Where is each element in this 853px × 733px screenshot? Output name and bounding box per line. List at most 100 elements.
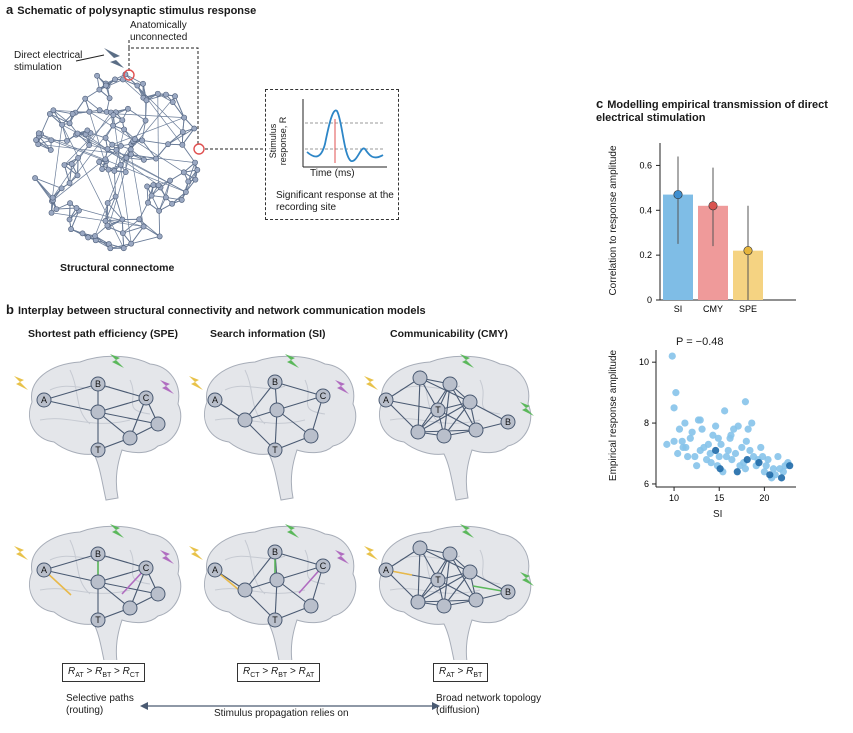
inset-note: Significant response at the recording si… bbox=[276, 190, 394, 213]
svg-text:B: B bbox=[95, 549, 101, 559]
svg-text:T: T bbox=[435, 405, 441, 415]
scatter-point bbox=[741, 465, 750, 473]
scatter-plot: 10 15 20 6 8 10 bbox=[639, 350, 796, 503]
scatter-point bbox=[691, 452, 699, 461]
svg-text:T: T bbox=[95, 615, 101, 625]
panel-a-title: a Schematic of polysynaptic stimulus resp… bbox=[6, 2, 257, 17]
svg-text:B: B bbox=[95, 379, 101, 389]
svg-text:T: T bbox=[272, 615, 278, 625]
scatter-point bbox=[766, 471, 774, 479]
bar-ylabel: Correlation to response amplitude bbox=[608, 145, 619, 296]
scatter-point bbox=[698, 425, 706, 433]
scatter-point bbox=[675, 425, 684, 433]
scatter-point bbox=[786, 462, 794, 470]
scatter-point bbox=[678, 437, 686, 445]
scatter-point bbox=[728, 456, 736, 464]
svg-text:A: A bbox=[212, 565, 218, 575]
svg-text:C: C bbox=[320, 561, 327, 571]
bar-ytick-0: 0 bbox=[647, 295, 652, 305]
connectome-caption: Structural connectome bbox=[60, 262, 175, 274]
routing-label: Selective paths (routing) bbox=[66, 693, 134, 716]
connectome-diagram bbox=[32, 40, 265, 252]
scatter-point bbox=[663, 440, 671, 448]
scatter-ytick-0: 6 bbox=[644, 479, 649, 489]
scatter-point bbox=[769, 465, 778, 473]
panel-c-title: c Modelling empirical transmission of dir… bbox=[596, 96, 828, 124]
scatter-point bbox=[762, 462, 770, 470]
scatter-point bbox=[764, 456, 772, 464]
svg-text:A: A bbox=[383, 565, 389, 575]
scatter-xtick-0: 10 bbox=[669, 493, 679, 503]
propagation-label: Stimulus propagation relies on bbox=[214, 708, 349, 719]
scatter-point bbox=[670, 437, 678, 445]
panel-c-letter: c bbox=[596, 96, 604, 111]
col-title-si: Search information (SI) bbox=[210, 328, 326, 340]
brain-flow-1: A B C T bbox=[189, 524, 357, 660]
scatter-point bbox=[776, 465, 784, 473]
scatter-point bbox=[712, 422, 720, 430]
scatter-point bbox=[704, 440, 712, 448]
scatter-point bbox=[760, 468, 768, 476]
scatter-point bbox=[696, 416, 704, 424]
unconnected-label: Anatomically unconnected bbox=[130, 20, 188, 43]
svg-text:A: A bbox=[41, 565, 47, 575]
scatter-point bbox=[774, 452, 782, 461]
relation-spe: RAT > RBT > RCT bbox=[62, 663, 146, 682]
scatter-point bbox=[682, 443, 690, 452]
scatter-point bbox=[670, 404, 678, 412]
inset-ylabel: Stimulus response, R bbox=[268, 116, 288, 166]
mean-dot-CMY bbox=[708, 201, 718, 211]
svg-text:C: C bbox=[320, 391, 327, 401]
scatter-point bbox=[722, 452, 731, 461]
col-title-spe: Shortest path efficiency (SPE) bbox=[28, 328, 178, 340]
scatter-point bbox=[771, 471, 779, 479]
svg-text:B: B bbox=[272, 377, 278, 387]
scatter-point bbox=[693, 462, 701, 470]
scatter-point bbox=[742, 437, 750, 445]
stimulation-label: Direct electrical stimulation bbox=[14, 50, 83, 73]
svg-text:T: T bbox=[95, 445, 101, 455]
mean-dot-SI bbox=[673, 190, 683, 200]
scatter-ytick-1: 8 bbox=[644, 418, 649, 428]
bar-chart: 0 0.2 0.4 0.6 SI CMY SPE bbox=[639, 143, 796, 314]
scatter-point bbox=[706, 449, 714, 458]
svg-text:B: B bbox=[505, 417, 511, 427]
propagation-arrow bbox=[140, 702, 440, 710]
svg-text:A: A bbox=[383, 395, 389, 405]
brain-structure-1: A B C T bbox=[189, 354, 357, 501]
response-inset bbox=[265, 89, 399, 220]
scatter-point bbox=[714, 434, 722, 442]
scatter-point bbox=[717, 440, 725, 448]
svg-text:T: T bbox=[435, 575, 441, 585]
scatter-point bbox=[731, 449, 740, 458]
bar-xtick-SPE: SPE bbox=[739, 304, 757, 314]
scatter-point bbox=[727, 431, 735, 439]
panel-b-letter: b bbox=[6, 302, 14, 317]
lightning-icon bbox=[104, 48, 124, 68]
svg-text:A: A bbox=[41, 395, 47, 405]
col-title-cmy: Communicability (CMY) bbox=[390, 328, 508, 340]
scatter-point bbox=[674, 449, 682, 458]
bar-ytick-1: 0.2 bbox=[639, 250, 652, 260]
inset-xlabel: Time (ms) bbox=[310, 168, 355, 179]
scatter-point bbox=[707, 459, 715, 467]
scatter-point bbox=[715, 452, 723, 461]
brain-flow-0: A B C T bbox=[14, 524, 182, 660]
svg-text:C: C bbox=[143, 563, 150, 573]
relation-cmy: RAT > RBT bbox=[433, 663, 489, 682]
mean-dot-SPE bbox=[743, 246, 753, 256]
svg-text:C: C bbox=[143, 393, 150, 403]
svg-text:T: T bbox=[272, 445, 278, 455]
scatter-point bbox=[712, 446, 720, 455]
scatter-point bbox=[744, 425, 752, 433]
bar-xtick-SI: SI bbox=[674, 304, 683, 314]
svg-text:A: A bbox=[212, 395, 218, 405]
panel-b-title: b Interplay between structural connectivi… bbox=[6, 302, 426, 317]
scatter-point bbox=[746, 446, 754, 455]
scatter-point bbox=[681, 419, 689, 427]
scatter-ytick-2: 10 bbox=[639, 357, 649, 367]
scatter-annotation: P = −0.48 bbox=[676, 336, 724, 348]
brain-structure-2: A B T bbox=[364, 354, 534, 501]
scatter-point bbox=[716, 465, 724, 473]
scatter-point bbox=[757, 443, 765, 452]
